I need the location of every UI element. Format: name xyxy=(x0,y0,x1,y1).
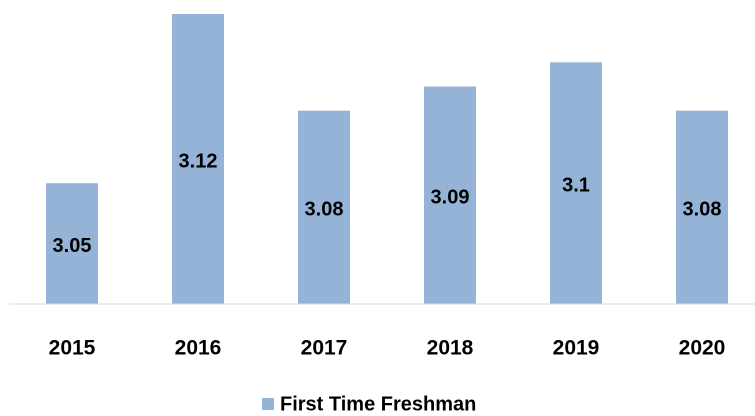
legend-swatch xyxy=(262,398,274,410)
bar xyxy=(424,86,476,304)
x-tick-label: 2020 xyxy=(679,337,726,360)
bar xyxy=(676,110,728,305)
data-label: 3.1 xyxy=(562,174,590,196)
data-label: 3.08 xyxy=(305,199,344,221)
x-tick-label: 2018 xyxy=(427,337,474,360)
data-label: 3.09 xyxy=(431,187,470,209)
x-tick-label: 2016 xyxy=(175,337,222,360)
bar xyxy=(172,14,224,304)
data-label: 3.05 xyxy=(53,235,92,257)
data-label: 3.08 xyxy=(683,199,722,221)
x-tick-label: 2019 xyxy=(553,337,600,360)
legend-label: First Time Freshman xyxy=(280,393,476,415)
x-tick-label: 2017 xyxy=(301,337,348,360)
data-label: 3.12 xyxy=(179,150,218,172)
bar xyxy=(298,110,350,305)
bar xyxy=(46,183,98,304)
bar xyxy=(550,62,602,305)
x-tick-label: 2015 xyxy=(49,337,96,360)
